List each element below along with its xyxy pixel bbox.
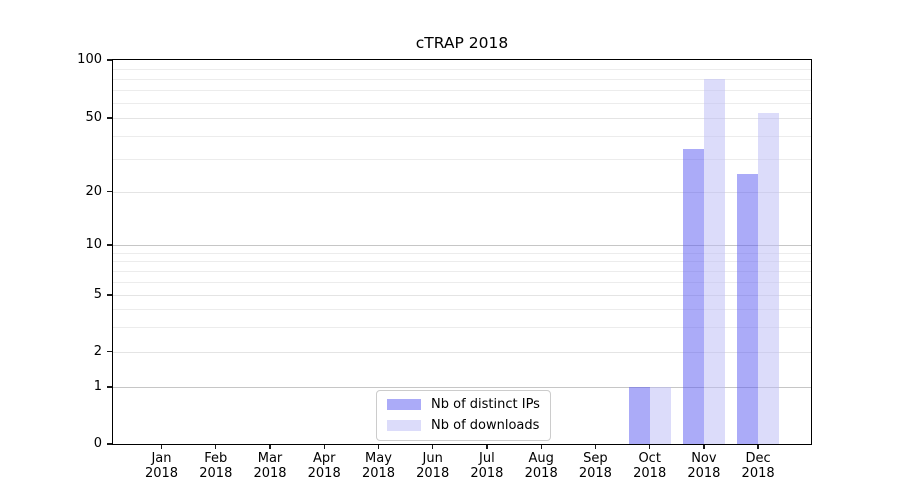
x-tick-month: Sep <box>583 451 608 466</box>
plot-area: Nb of distinct IPs Nb of downloads <box>112 59 812 445</box>
x-tick-year: 2018 <box>416 466 450 481</box>
x-tick-mark <box>594 444 597 449</box>
bar-nb-of-downloads <box>649 387 671 444</box>
chart-title: cTRAP 2018 <box>415 34 509 52</box>
x-tick-month: Apr <box>312 451 336 466</box>
x-tick-month: Aug <box>528 451 554 466</box>
y-tick-mark <box>107 386 112 388</box>
x-tick-year: 2018 <box>741 466 775 481</box>
y-tick-mark <box>107 351 112 353</box>
grid-line-minor <box>113 281 811 283</box>
x-tick-label: Nov 2018 <box>669 451 739 481</box>
x-tick-label: Feb 2018 <box>181 451 251 481</box>
x-tick-mark <box>486 444 488 449</box>
x-tick-year: 2018 <box>307 466 341 481</box>
x-tick-mark <box>377 444 380 449</box>
grid-line-minor <box>113 159 811 161</box>
bar-nb-of-distinct-ips <box>628 387 650 444</box>
x-tick-label: May 2018 <box>344 451 414 481</box>
x-tick-mark <box>649 444 651 449</box>
legend-item-downloads: Nb of downloads <box>387 417 540 434</box>
x-tick-month: Oct <box>638 451 661 466</box>
y-tick-label: 0 <box>93 436 102 451</box>
x-tick-year: 2018 <box>633 466 667 481</box>
grid-line-major <box>113 295 811 296</box>
y-tick-mark <box>107 244 112 246</box>
x-tick-mark <box>160 444 163 449</box>
x-tick-year: 2018 <box>687 466 721 481</box>
grid-line-minor <box>113 135 811 137</box>
grid-line-major <box>113 245 811 246</box>
x-tick-mark <box>323 444 325 449</box>
x-tick-mark <box>703 444 705 449</box>
y-tick-label: 2 <box>93 343 102 359</box>
grid-line-minor <box>113 308 811 310</box>
y-tick-label: 5 <box>93 287 102 302</box>
legend-label-distinct-ips: Nb of distinct IPs <box>431 397 540 412</box>
x-tick-label: Aug 2018 <box>506 451 576 481</box>
bar-nb-of-downloads <box>758 113 780 444</box>
grid-line-minor <box>113 78 811 80</box>
grid-line-minor <box>113 261 811 263</box>
y-tick-label: 1 <box>93 379 102 394</box>
x-tick-label: Dec 2018 <box>723 451 793 481</box>
x-tick-year: 2018 <box>578 466 612 481</box>
x-tick-year: 2018 <box>524 466 558 481</box>
x-tick-month: Jul <box>479 451 495 466</box>
y-tick-mark <box>107 191 112 193</box>
y-tick-mark <box>107 59 112 61</box>
grid-line-minor <box>113 89 811 91</box>
grid-line-major <box>113 191 811 193</box>
x-tick-mark <box>269 444 271 449</box>
x-tick-month: Mar <box>257 451 283 466</box>
grid-line-minor <box>113 326 811 328</box>
x-tick-month: Feb <box>204 451 228 466</box>
x-tick-year: 2018 <box>199 466 233 481</box>
x-tick-mark <box>432 444 434 449</box>
x-tick-label: Jan 2018 <box>127 451 197 481</box>
y-tick-label: 50 <box>85 110 102 125</box>
bar-nb-of-distinct-ips <box>737 173 759 444</box>
x-tick-mark <box>757 444 759 449</box>
x-tick-year: 2018 <box>470 466 504 481</box>
x-tick-month: May <box>365 451 392 466</box>
legend-swatch-distinct-ips-icon <box>387 399 421 410</box>
y-tick-mark <box>107 294 112 296</box>
x-tick-year: 2018 <box>361 466 396 481</box>
y-tick-label: 10 <box>85 237 102 252</box>
x-tick-label: Sep 2018 <box>560 451 630 481</box>
x-tick-month: Jan <box>151 451 172 466</box>
legend-swatch-downloads-icon <box>387 420 421 431</box>
bar-nb-of-distinct-ips <box>682 149 704 444</box>
legend-label-downloads: Nb of downloads <box>431 418 540 433</box>
x-tick-year: 2018 <box>253 466 287 481</box>
legend-item-distinct-ips: Nb of distinct IPs <box>387 396 540 413</box>
grid-line-major <box>113 351 811 353</box>
x-tick-month: Nov <box>691 451 717 466</box>
bar-nb-of-downloads <box>703 78 725 444</box>
y-tick-mark <box>107 443 112 445</box>
x-tick-mark <box>215 444 217 449</box>
x-tick-year: 2018 <box>144 466 179 481</box>
x-tick-label: Oct 2018 <box>615 451 685 481</box>
grid-line-minor <box>113 252 811 254</box>
x-tick-label: Mar 2018 <box>235 451 305 481</box>
grid-line-major <box>113 118 811 119</box>
grid-line-major <box>113 387 811 388</box>
grid-line-minor <box>113 270 811 272</box>
x-tick-label: Apr 2018 <box>289 451 359 481</box>
x-tick-mark <box>540 444 542 449</box>
grid-line-minor <box>113 102 811 104</box>
y-tick-mark <box>107 117 112 119</box>
x-tick-month: Dec <box>745 451 771 466</box>
x-tick-label: Jun 2018 <box>398 451 468 481</box>
y-tick-label: 20 <box>85 183 102 199</box>
legend: Nb of distinct IPs Nb of downloads <box>376 390 551 441</box>
grid-line-minor <box>113 68 811 70</box>
x-tick-month: Jun <box>422 451 443 466</box>
x-tick-label: Jul 2018 <box>452 451 522 481</box>
y-tick-label: 100 <box>77 52 102 67</box>
